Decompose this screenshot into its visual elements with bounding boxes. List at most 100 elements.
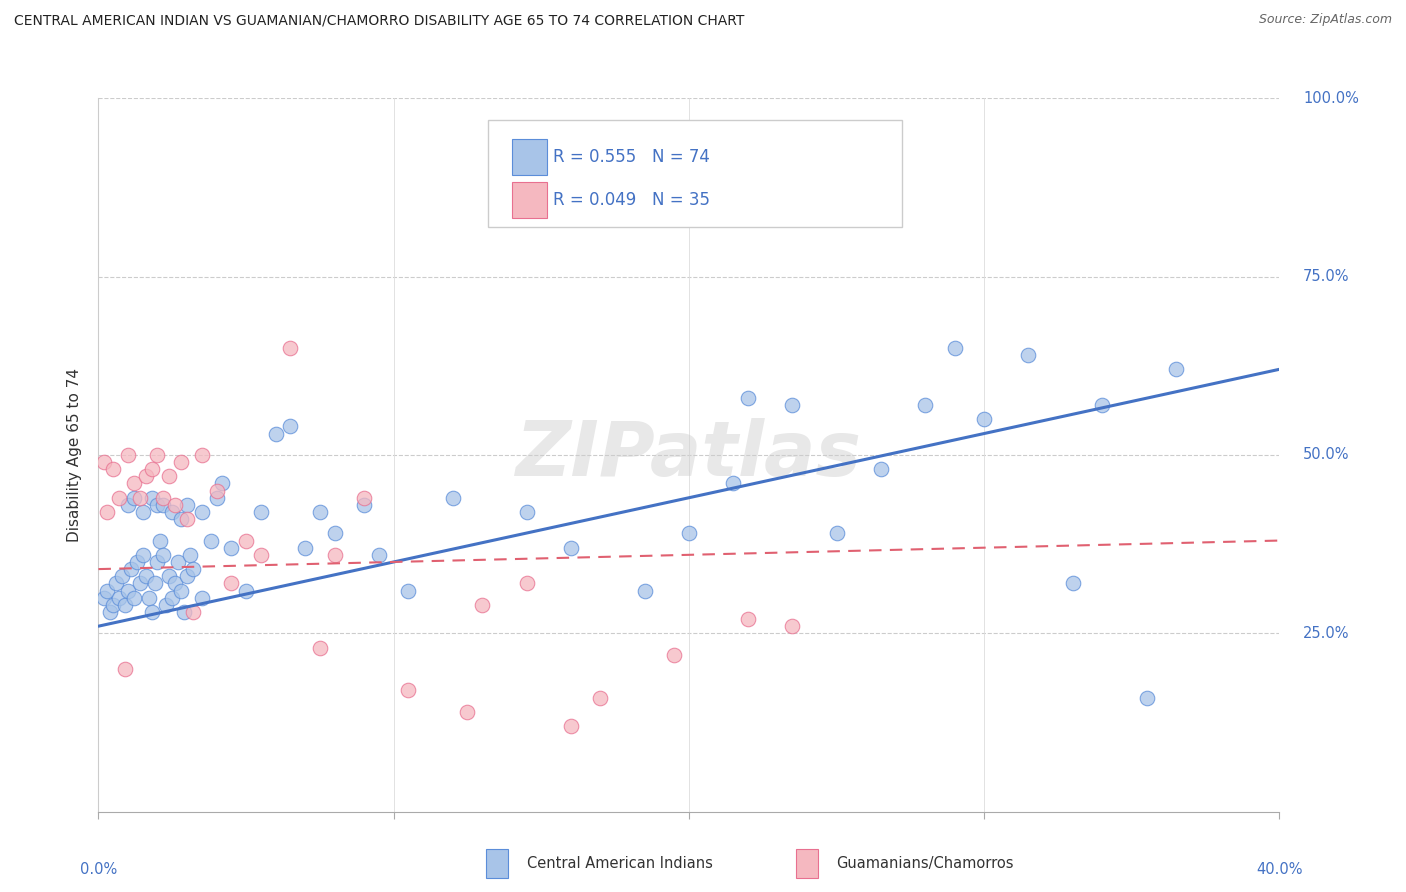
Text: 75.0%: 75.0% <box>1303 269 1350 284</box>
Point <box>138 591 160 605</box>
Point <box>353 498 375 512</box>
Point <box>191 591 214 605</box>
Point <box>353 491 375 505</box>
Point <box>181 562 204 576</box>
Point <box>235 583 257 598</box>
Point <box>162 591 183 605</box>
Point <box>152 548 174 562</box>
Point <box>219 576 243 591</box>
Point <box>98 605 121 619</box>
Point <box>125 555 148 569</box>
Text: 100.0%: 100.0% <box>1303 91 1360 105</box>
Point <box>368 548 391 562</box>
Point <box>170 455 193 469</box>
Point <box>135 469 157 483</box>
Point <box>117 583 139 598</box>
Point <box>1091 398 1114 412</box>
Point <box>737 612 759 626</box>
Point <box>93 591 115 605</box>
Point <box>1062 576 1084 591</box>
Point <box>152 491 174 505</box>
Point <box>323 548 346 562</box>
Point <box>1164 362 1187 376</box>
Point <box>176 512 198 526</box>
Point <box>157 569 180 583</box>
Point <box>96 583 118 598</box>
Point <box>152 498 174 512</box>
Point <box>170 512 193 526</box>
Point <box>105 576 128 591</box>
Point <box>120 562 142 576</box>
Point <box>1135 690 1157 705</box>
Point <box>456 705 478 719</box>
Point <box>132 505 155 519</box>
Point <box>173 605 195 619</box>
Y-axis label: Disability Age 65 to 74: Disability Age 65 to 74 <box>67 368 83 542</box>
Point <box>825 526 848 541</box>
Point <box>589 690 612 705</box>
Point <box>103 462 125 476</box>
Point <box>396 583 419 598</box>
Text: ZIPatlas: ZIPatlas <box>516 418 862 491</box>
Point <box>200 533 222 548</box>
Point <box>914 398 936 412</box>
Point <box>135 569 157 583</box>
FancyBboxPatch shape <box>488 120 901 227</box>
FancyBboxPatch shape <box>512 139 547 175</box>
Point <box>943 341 966 355</box>
Point <box>396 683 419 698</box>
Point <box>191 448 214 462</box>
Text: 40.0%: 40.0% <box>1256 862 1303 877</box>
Point <box>122 491 145 505</box>
Point <box>108 591 131 605</box>
Point <box>309 640 332 655</box>
Point <box>205 491 228 505</box>
Point <box>155 598 177 612</box>
Point <box>167 555 190 569</box>
Point <box>560 541 582 555</box>
Point <box>179 548 201 562</box>
Point <box>516 576 538 591</box>
Point <box>309 505 332 519</box>
Point <box>146 448 169 462</box>
Point <box>122 476 145 491</box>
Point <box>157 469 180 483</box>
Point <box>108 491 131 505</box>
FancyBboxPatch shape <box>512 182 547 218</box>
Point <box>471 598 494 612</box>
Point <box>143 576 166 591</box>
Text: 50.0%: 50.0% <box>1303 448 1350 462</box>
Text: Source: ZipAtlas.com: Source: ZipAtlas.com <box>1258 13 1392 27</box>
Point <box>141 605 163 619</box>
Text: Guamanians/Chamorros: Guamanians/Chamorros <box>837 856 1014 871</box>
Point <box>250 548 273 562</box>
Point <box>1017 348 1039 362</box>
Point <box>146 555 169 569</box>
Point <box>560 719 582 733</box>
Text: R = 0.555   N = 74: R = 0.555 N = 74 <box>553 148 710 166</box>
Point <box>278 341 302 355</box>
Point <box>678 526 700 541</box>
Text: Central American Indians: Central American Indians <box>527 856 713 871</box>
Point <box>103 598 125 612</box>
Point <box>111 569 134 583</box>
Point <box>114 598 136 612</box>
Point <box>141 491 163 505</box>
Point <box>128 576 150 591</box>
Point <box>211 476 233 491</box>
Point <box>93 455 115 469</box>
Point <box>128 491 150 505</box>
Point <box>117 448 139 462</box>
Point <box>264 426 287 441</box>
Point <box>162 505 183 519</box>
Point <box>170 583 193 598</box>
Point <box>441 491 464 505</box>
Point <box>191 505 214 519</box>
Point <box>176 498 198 512</box>
Text: CENTRAL AMERICAN INDIAN VS GUAMANIAN/CHAMORRO DISABILITY AGE 65 TO 74 CORRELATIO: CENTRAL AMERICAN INDIAN VS GUAMANIAN/CHA… <box>14 13 744 28</box>
Point <box>176 569 198 583</box>
Point <box>219 541 243 555</box>
Text: 0.0%: 0.0% <box>80 862 117 877</box>
Point <box>250 505 273 519</box>
Point <box>181 605 204 619</box>
